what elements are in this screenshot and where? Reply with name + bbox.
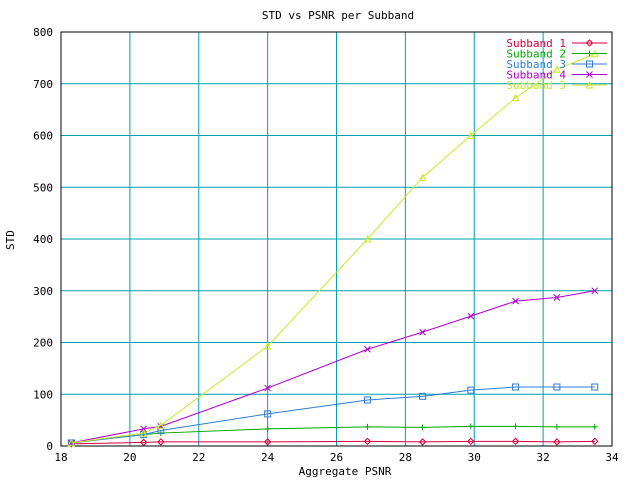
series-line [71, 386, 595, 444]
data-point [157, 421, 165, 429]
y-axis-label: STD [4, 230, 17, 250]
data-point [364, 345, 371, 353]
data-point [264, 425, 271, 432]
y-tick-label: 100 [33, 388, 53, 401]
legend-marker [585, 80, 594, 89]
legend-marker [586, 71, 593, 78]
data-point [264, 384, 271, 392]
x-tick-label: 18 [54, 451, 67, 464]
legend-item: Subband 1 [506, 37, 607, 50]
series-line [71, 290, 595, 444]
x-tick-label: 30 [468, 451, 481, 464]
data-point [363, 396, 371, 404]
data-point [140, 431, 148, 439]
y-tick-label: 600 [33, 130, 53, 143]
data-point [418, 173, 427, 181]
data-point [512, 383, 520, 391]
legend-marker [585, 39, 594, 47]
legend-label: Subband 1 [506, 37, 566, 50]
y-tick-label: 500 [33, 181, 53, 194]
data-point [512, 297, 519, 305]
legend-label: Subband 4 [506, 69, 566, 82]
data-point [591, 423, 598, 430]
x-tick-label: 34 [605, 451, 619, 464]
data-point [591, 287, 599, 295]
data-point [264, 410, 272, 418]
data-point [553, 383, 561, 391]
y-tick-label: 800 [33, 26, 53, 39]
data-point [512, 423, 519, 430]
y-tick-label: 300 [33, 285, 53, 298]
data-point [467, 312, 475, 320]
data-point [511, 437, 520, 446]
data-point [511, 93, 520, 102]
data-point [363, 437, 372, 446]
legend-item: Subband 4 [506, 69, 607, 82]
series-line [71, 440, 595, 445]
series-5 [67, 49, 599, 447]
legend-label: Subband 5 [506, 79, 566, 92]
data-point [553, 65, 561, 73]
legend-item: Subband 3 [506, 58, 607, 71]
data-point [140, 425, 148, 433]
grid [61, 32, 612, 446]
chart-title: STD vs PSNR per Subband [262, 9, 414, 22]
y-tick-label: 200 [33, 337, 53, 350]
data-point [419, 392, 427, 400]
legend-marker [586, 50, 593, 57]
series-group [67, 49, 599, 448]
data-point [553, 294, 561, 301]
data-point [467, 437, 475, 446]
data-point [157, 426, 165, 434]
x-tick-label: 32 [537, 451, 550, 464]
series-line [71, 425, 595, 444]
data-point [263, 438, 272, 446]
data-point [467, 423, 474, 430]
legend-marker [586, 60, 593, 68]
data-point [418, 438, 427, 446]
x-tick-label: 28 [399, 451, 412, 464]
data-point [67, 438, 76, 447]
data-point [553, 438, 561, 446]
data-point [139, 428, 148, 437]
x-axis-label: Aggregate PSNR [299, 465, 392, 478]
y-tick-label: 0 [46, 440, 53, 453]
data-point [591, 437, 599, 446]
legend-label: Subband 2 [506, 48, 566, 61]
data-point [139, 438, 148, 447]
data-point [364, 423, 371, 430]
data-point [263, 342, 272, 350]
series-line [71, 53, 595, 444]
legend-label: Subband 3 [506, 58, 566, 71]
data-point [157, 438, 165, 446]
data-point [419, 328, 426, 336]
y-tick-label: 400 [33, 233, 53, 246]
series-3 [67, 383, 599, 447]
legend-item: Subband 5 [506, 79, 607, 92]
x-tick-label: 26 [330, 451, 343, 464]
x-tick-label: 20 [123, 451, 136, 464]
plot-frame [60, 31, 613, 447]
y-tick-label: 700 [33, 78, 53, 91]
data-point [591, 383, 599, 391]
data-point [419, 424, 426, 431]
data-point [466, 131, 475, 139]
legend-item: Subband 2 [506, 48, 607, 61]
data-point [553, 423, 560, 430]
x-tick-label: 24 [261, 451, 275, 464]
tick-labels: 18 20 22 24 26 28 30 32 34 0 100 200 300 400 500 600 700… [33, 26, 619, 464]
x-tick-label: 22 [192, 451, 205, 464]
series-4 [67, 287, 599, 447]
data-point [363, 234, 372, 243]
data-point [467, 386, 475, 394]
